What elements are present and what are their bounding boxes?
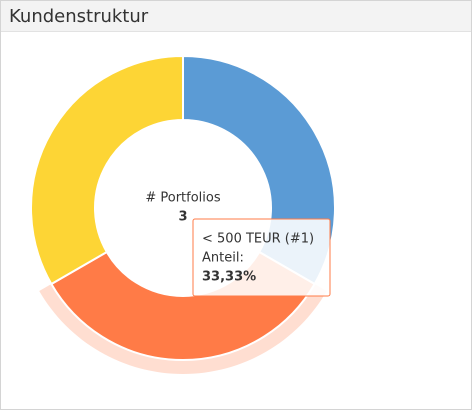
- tooltip-category: < 500 TEUR (#1): [202, 232, 314, 247]
- donut-segment: [30, 54, 184, 286]
- tooltip-box: [192, 218, 331, 297]
- widget-title: Kundenstruktur: [1, 1, 471, 32]
- tooltip-value: 33,33%: [202, 270, 256, 285]
- tooltip: < 500 TEUR (#1) Anteil: 33,33%: [192, 218, 331, 297]
- center-value: 3: [178, 210, 187, 225]
- hover-halo: [39, 283, 327, 374]
- center-label: # Portfolios: [145, 191, 221, 206]
- tooltip-label: Anteil:: [202, 251, 244, 266]
- chart: # Portfolios 3 < 500 TEUR (#1) Anteil: 33,33…: [30, 54, 336, 374]
